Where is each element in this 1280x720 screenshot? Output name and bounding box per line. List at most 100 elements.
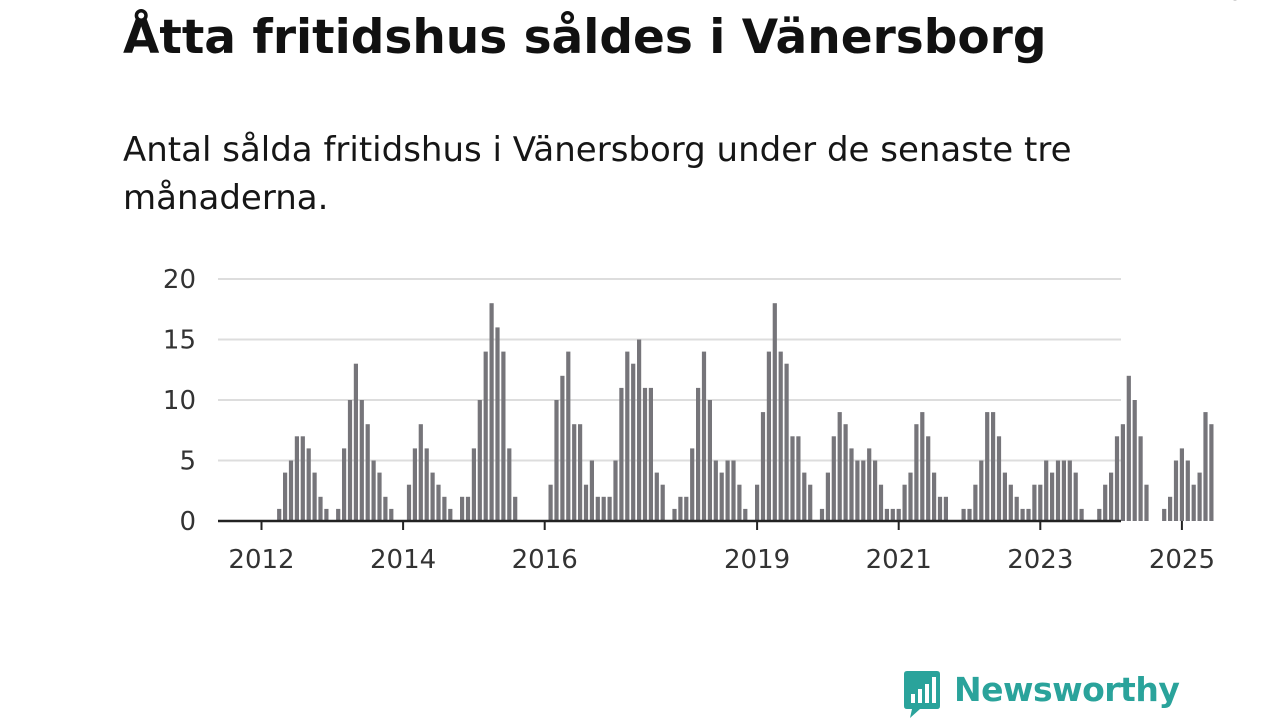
bar <box>678 496 683 521</box>
bar <box>1138 436 1143 521</box>
bar <box>572 424 577 521</box>
bar <box>737 484 742 521</box>
bar <box>1055 460 1061 521</box>
bar <box>1109 472 1114 521</box>
bar <box>436 484 441 521</box>
bar <box>300 436 305 521</box>
bar <box>772 303 777 521</box>
bar <box>796 436 801 521</box>
bar <box>477 400 482 521</box>
bar <box>377 472 382 521</box>
bar <box>985 412 990 521</box>
y-tick-label: 0 <box>179 507 196 537</box>
bar <box>353 363 358 521</box>
y-tick-label: 10 <box>163 386 196 416</box>
x-tick-label: 2016 <box>512 545 578 575</box>
bar <box>701 351 707 521</box>
bar <box>926 436 931 521</box>
bar <box>855 460 860 521</box>
bar <box>442 496 447 521</box>
bar <box>943 496 948 521</box>
axes <box>218 519 1183 530</box>
bar <box>890 508 895 521</box>
bar <box>383 496 388 521</box>
bar <box>1067 460 1072 521</box>
bar <box>1132 400 1137 521</box>
bar <box>513 496 518 521</box>
bar <box>861 460 866 521</box>
tick-labels: 0 5 10 15 20 8 2012 2014 2016 2019 2021 2023 2025 <box>163 0 1243 575</box>
bar <box>465 496 471 521</box>
bar <box>371 460 376 521</box>
bar <box>654 472 659 521</box>
bar <box>1079 508 1084 521</box>
bar <box>961 508 966 521</box>
bar <box>460 496 465 521</box>
bar <box>1168 496 1173 521</box>
bar <box>873 460 878 521</box>
bar <box>288 460 294 521</box>
bar <box>1185 460 1190 521</box>
bar <box>507 448 512 521</box>
bar <box>312 472 317 521</box>
bar <box>365 424 370 521</box>
y-tick-label: 20 <box>163 265 196 295</box>
bar <box>1120 424 1125 521</box>
bar <box>642 387 648 521</box>
bar <box>725 460 730 521</box>
bar <box>1179 448 1184 521</box>
bar <box>342 448 347 521</box>
bar <box>548 484 553 521</box>
bar <box>696 387 701 521</box>
bar <box>637 339 642 521</box>
bar <box>1114 436 1120 521</box>
bar <box>566 351 571 521</box>
brand-name: Newsworthy <box>954 670 1180 709</box>
bar <box>920 412 925 521</box>
bar <box>1020 508 1025 521</box>
bar <box>808 484 813 521</box>
bar <box>1103 484 1108 521</box>
bar <box>1026 508 1031 521</box>
bar <box>471 448 476 521</box>
bar <box>489 303 494 521</box>
bar <box>778 351 783 521</box>
bar <box>967 508 972 521</box>
bar <box>1126 375 1131 521</box>
chart-subtitle: Antal sålda fritidshus i Vänersborg unde… <box>123 130 1072 218</box>
bar <box>648 387 653 521</box>
newsworthy-logo-icon <box>904 671 940 718</box>
bar <box>843 424 848 521</box>
bar <box>991 412 996 521</box>
bar <box>389 508 394 521</box>
bar <box>625 351 630 521</box>
bar <box>719 472 724 521</box>
bar <box>619 387 624 521</box>
bar <box>1038 484 1043 521</box>
bar <box>554 400 559 521</box>
bar <box>306 448 311 521</box>
bar <box>578 424 583 521</box>
bar <box>849 448 854 521</box>
bar <box>1032 484 1037 521</box>
bar <box>684 496 689 521</box>
x-tick-label: 2014 <box>370 545 436 575</box>
bar <box>406 484 412 521</box>
y-tick-label: 15 <box>163 326 196 356</box>
bar <box>483 351 488 521</box>
bar <box>1197 472 1202 521</box>
bar <box>731 460 736 521</box>
bar <box>908 472 913 521</box>
bar <box>837 412 842 521</box>
bar <box>324 508 329 521</box>
bar <box>583 484 589 521</box>
bar <box>613 460 618 521</box>
y-tick-label: 5 <box>179 447 196 477</box>
bar <box>743 508 748 521</box>
x-tick-label: 2012 <box>228 545 294 575</box>
bar <box>937 496 943 521</box>
bar <box>336 508 341 521</box>
bar <box>448 508 453 521</box>
bar <box>878 484 884 521</box>
bar <box>1097 508 1102 521</box>
